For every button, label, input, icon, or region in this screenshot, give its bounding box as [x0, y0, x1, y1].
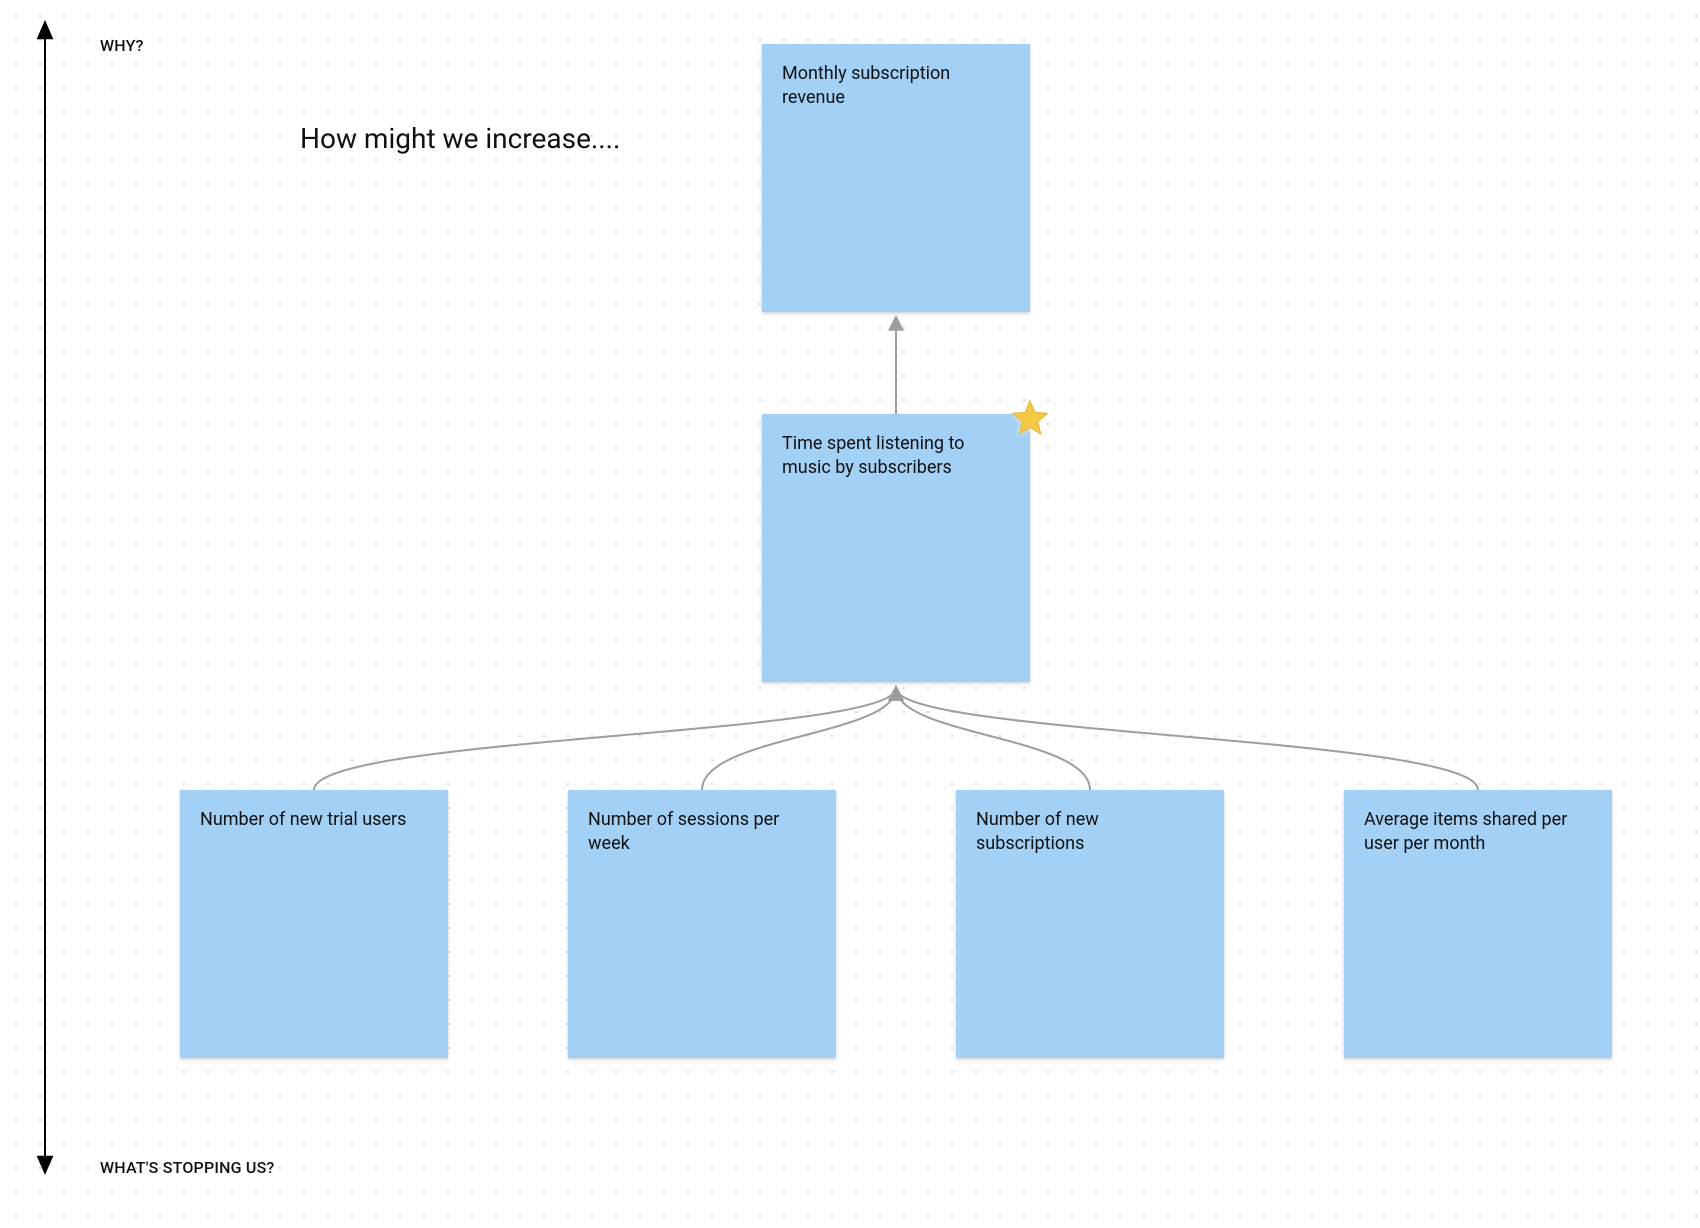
diagram-heading: How might we increase....	[300, 122, 620, 155]
sticky-root[interactable]: Monthly subscription revenue	[762, 44, 1030, 312]
sticky-text: Average items shared per user per month	[1364, 809, 1567, 854]
sticky-leaf-3[interactable]: Number of new subscriptions	[956, 790, 1224, 1058]
axis-bottom-label: WHAT'S STOPPING US?	[100, 1158, 274, 1177]
diagram-canvas[interactable]: WHY? WHAT'S STOPPING US? How might we in…	[0, 0, 1700, 1228]
sticky-leaf-4[interactable]: Average items shared per user per month	[1344, 790, 1612, 1058]
sticky-text: Monthly subscription revenue	[782, 63, 950, 108]
star-icon	[1008, 396, 1052, 440]
axis-top-label: WHY?	[100, 36, 144, 55]
sticky-text: Time spent listening to music by subscri…	[782, 433, 964, 478]
sticky-text: Number of new subscriptions	[976, 809, 1099, 854]
sticky-text: Number of sessions per week	[588, 809, 779, 854]
sticky-leaf-2[interactable]: Number of sessions per week	[568, 790, 836, 1058]
sticky-text: Number of new trial users	[200, 809, 406, 830]
sticky-mid[interactable]: Time spent listening to music by subscri…	[762, 414, 1030, 682]
sticky-leaf-1[interactable]: Number of new trial users	[180, 790, 448, 1058]
